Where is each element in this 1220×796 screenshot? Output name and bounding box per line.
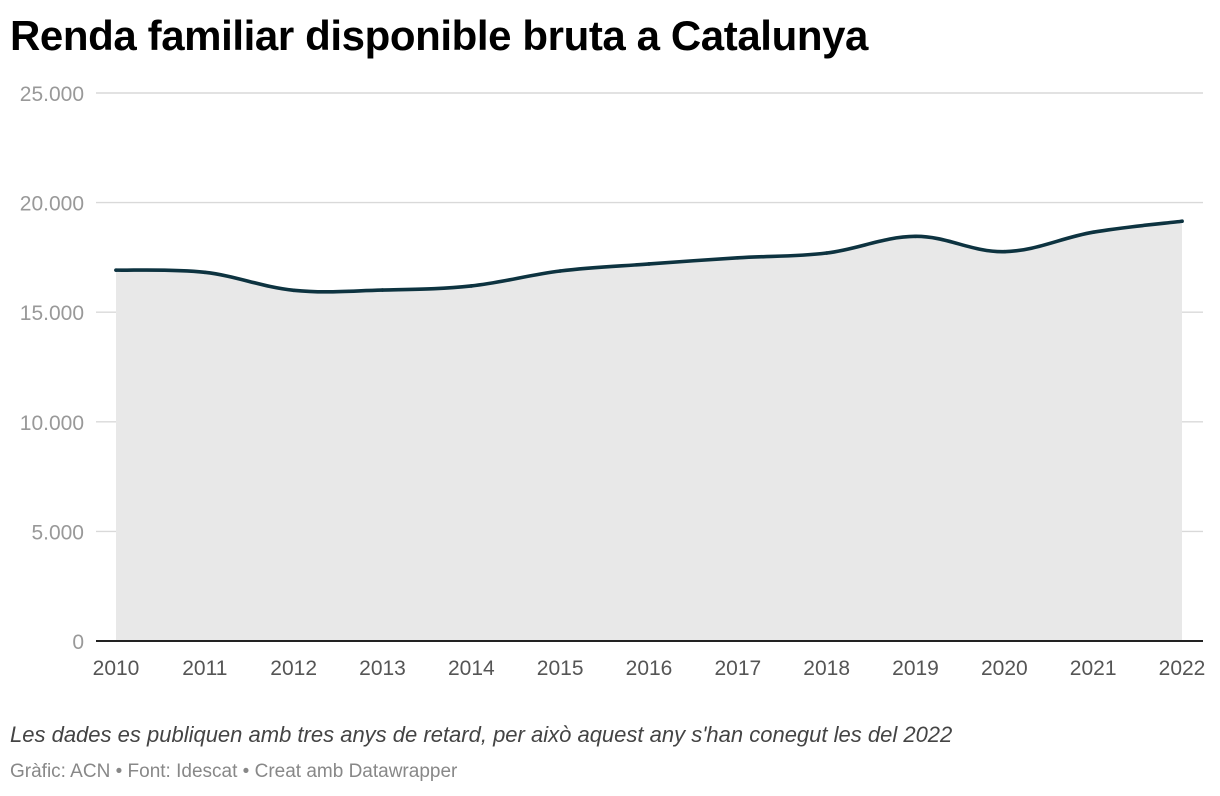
- y-tick-label: 25.000: [20, 83, 84, 106]
- data-point-2021: [1091, 230, 1095, 234]
- data-point-2013: [380, 288, 385, 292]
- x-tick-label: 2012: [270, 657, 317, 680]
- y-tick-label: 15.000: [20, 302, 84, 325]
- x-tick-label: 2021: [1070, 657, 1117, 680]
- data-point-2010: [114, 268, 118, 272]
- chart-credits: Gràfic: ACN • Font: Idescat • Creat amb …: [10, 759, 457, 785]
- area-fill: [116, 221, 1182, 642]
- x-tick-label: 2018: [803, 657, 850, 680]
- x-tick-label: 2011: [182, 657, 227, 680]
- chart-note: Les dades es publiquen amb tres anys de …: [10, 722, 953, 747]
- y-tick-label: 10.000: [20, 412, 84, 435]
- x-tick-label: 2010: [93, 657, 140, 680]
- credit-tool[interactable]: Creat amb Datawrapper: [254, 761, 458, 782]
- credit-separator: •: [242, 761, 250, 782]
- data-point-2019: [913, 234, 918, 239]
- y-axis-tick-labels: 0 5.000 10.000 15.000 20.000 25.000: [20, 83, 84, 654]
- chart-title: Renda familiar disponible bruta a Catalu…: [10, 12, 868, 59]
- data-point-2017: [736, 256, 740, 260]
- x-tick-label: 2013: [359, 657, 406, 680]
- x-tick-label: 2020: [981, 657, 1028, 680]
- data-point-2016: [647, 262, 651, 266]
- y-tick-label: 5.000: [31, 521, 84, 544]
- data-point-2015: [558, 269, 562, 273]
- x-tick-label: 2014: [448, 657, 495, 680]
- x-tick-label: 2019: [892, 657, 939, 680]
- x-tick-label: 2015: [537, 657, 584, 680]
- series-line-group: [114, 219, 1184, 294]
- y-tick-label: 0: [72, 631, 84, 654]
- data-point-2012: [291, 288, 296, 293]
- data-point-2020: [1002, 249, 1007, 254]
- area-fill-group: [116, 221, 1182, 642]
- data-point-2011: [203, 270, 207, 275]
- x-axis-tick-labels: 2010 2011 2012 2013 2014 2015 2016 2017 2018 2019…: [93, 657, 1206, 680]
- data-point-2014: [469, 284, 474, 288]
- x-tick-label: 2016: [626, 657, 673, 680]
- credit-source: Font: Idescat: [127, 761, 238, 782]
- x-tick-label: 2017: [714, 657, 761, 680]
- credit-chart: Gràfic: ACN: [10, 761, 111, 782]
- x-tick-label: 2022: [1159, 657, 1206, 680]
- data-point-2018: [824, 251, 829, 255]
- y-tick-label: 20.000: [20, 193, 84, 216]
- data-point-2022: [1180, 219, 1184, 224]
- credit-separator: •: [115, 761, 123, 782]
